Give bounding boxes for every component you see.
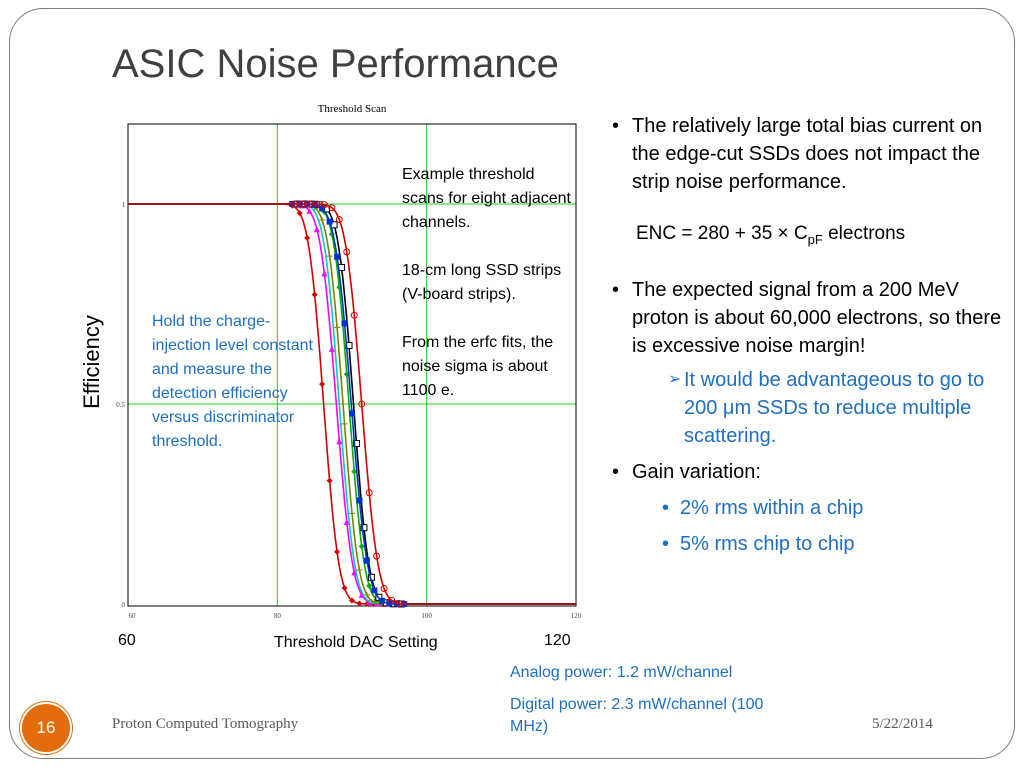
series-point: [343, 248, 351, 256]
series-point: [319, 205, 326, 212]
series-point: [366, 582, 373, 589]
series-point: [326, 477, 333, 484]
bullet-expected-signal: The expected signal from a 200 MeV proto…: [612, 276, 1002, 360]
y-tick-label: 0: [122, 601, 126, 609]
enc-formula: ENC = 280 + 35 × CpF electrons: [636, 223, 906, 247]
series-point: [349, 510, 355, 517]
series-point: [386, 600, 393, 607]
series-point: [306, 207, 313, 214]
chart-title: Threshold Scan: [318, 103, 387, 115]
x-tick-label: 120: [571, 612, 582, 620]
x-range-end-label: 120: [544, 632, 571, 649]
x-tick-label: 100: [421, 612, 432, 620]
series-point: [336, 438, 343, 445]
series-point: [319, 381, 326, 388]
example-note-1: Example threshold scans for eight adjace…: [402, 166, 571, 231]
series-point: [351, 468, 358, 475]
slide-frame: [9, 8, 1015, 759]
series-point: [334, 324, 341, 331]
series-point: [371, 587, 378, 594]
series-point: [296, 210, 303, 217]
series-layer: [128, 200, 576, 608]
bullet-bias-current: The relatively large total bias current …: [612, 112, 1002, 196]
plot-frame: [127, 123, 577, 607]
series-point: [334, 548, 341, 555]
series-point: [313, 200, 321, 208]
series-point: [378, 597, 385, 604]
y-tick-label: 0.5: [116, 401, 125, 409]
slide-title: ASIC Noise Performance: [112, 42, 559, 86]
series-point: [326, 253, 333, 260]
page-number-badge: 16: [20, 702, 72, 754]
sub-bullet-within-chip: 2% rms within a chip: [662, 494, 1002, 522]
series-point: [356, 567, 363, 574]
series-line: [128, 203, 576, 605]
x-tick-label: 60: [129, 612, 137, 620]
series-point: [341, 320, 348, 327]
series-point: [341, 420, 348, 427]
series-point: [363, 557, 370, 564]
bullet-gain-variation: Gain variation:: [612, 458, 1002, 486]
example-note: Example threshold scans for eight adjace…: [402, 163, 574, 427]
series-point: [352, 439, 360, 447]
x-tick-label: 80: [274, 612, 282, 620]
series-point: [298, 200, 306, 208]
example-note-2: 18-cm long SSD strips (V-board strips).: [402, 262, 562, 303]
y-axis-label: Efficiency: [79, 315, 104, 409]
series-point: [313, 226, 320, 233]
series-point: [358, 591, 365, 598]
series-point: [388, 596, 396, 604]
series-point: [363, 591, 370, 598]
series-point: [365, 489, 373, 497]
series-point: [349, 410, 355, 417]
series-point: [311, 291, 318, 298]
y-tick-label: 1: [122, 201, 126, 209]
sub-bullet-chip-to-chip: 5% rms chip to chip: [662, 530, 1002, 558]
series-point: [349, 597, 355, 604]
series-point: [380, 584, 388, 592]
series-point: [320, 201, 328, 209]
series-point: [335, 216, 343, 224]
footer-date: 5/22/2014: [872, 716, 933, 732]
series-point: [326, 218, 333, 225]
series-point: [356, 600, 363, 607]
series-point: [305, 200, 313, 208]
analog-power: Analog power: 1.2 mW/channel: [510, 664, 733, 681]
series-point: [358, 400, 366, 408]
method-note: Hold the charge-injection level constant…: [152, 313, 313, 450]
x-axis-label: Threshold DAC Setting: [274, 634, 438, 651]
x-range-start-label: 60: [118, 632, 136, 649]
series-point: [291, 200, 299, 208]
series-point: [393, 600, 400, 607]
bullet-list: The relatively large total bias current …: [612, 112, 1002, 558]
digital-power: Digital power: 2.3 mW/channel (100 MHz): [510, 696, 764, 735]
series-point: [334, 253, 341, 260]
series-point: [304, 234, 311, 241]
footer-title: Proton Computed Tomography: [112, 716, 299, 732]
series-point: [343, 518, 350, 525]
series-point: [319, 217, 326, 224]
series-point: [321, 270, 328, 277]
series-point: [341, 584, 348, 591]
ticks-layer: 60 80 100 120 0 0.5 1: [116, 201, 582, 620]
series-point: [395, 599, 403, 607]
series-point: [373, 552, 381, 560]
sub-bullet-200um: It would be advantageous to go to 200 μm…: [668, 366, 1002, 450]
series-point: [356, 497, 363, 504]
series-point: [358, 543, 365, 550]
series-point: [350, 311, 358, 319]
series-point: [360, 524, 368, 532]
series-point: [328, 204, 336, 212]
series-point: [328, 345, 335, 352]
example-note-3: From the erfc fits, the noise sigma is a…: [402, 334, 554, 399]
